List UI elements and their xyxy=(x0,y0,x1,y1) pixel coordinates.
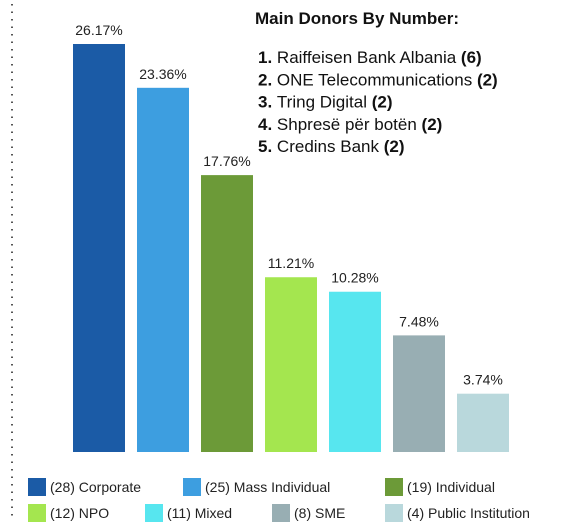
donor-name: Credins Bank xyxy=(277,137,380,156)
donor-item: 3. Tring Digital (2) xyxy=(258,93,393,112)
annotation-title: Main Donors By Number: xyxy=(255,9,459,28)
bar xyxy=(393,335,445,452)
donor-count: (2) xyxy=(384,137,405,156)
bar xyxy=(201,175,253,452)
legend-swatch xyxy=(28,478,46,496)
value-label: 3.74% xyxy=(463,372,503,388)
legend-label: (28) Corporate xyxy=(50,479,141,495)
donor-name: Raiffeisen Bank Albania xyxy=(277,48,457,67)
donor-rank: 2. xyxy=(258,70,272,89)
donor-rank: 5. xyxy=(258,137,272,156)
donor-count: (6) xyxy=(461,48,482,67)
bar xyxy=(329,291,381,452)
donor-name: ONE Telecommunications xyxy=(277,70,472,89)
value-label: 23.36% xyxy=(139,66,186,82)
bar xyxy=(137,87,189,452)
donor-rank: 3. xyxy=(258,93,272,112)
value-label: 11.21% xyxy=(268,255,314,271)
legend-swatch xyxy=(272,504,290,522)
donor-item: 1. Raiffeisen Bank Albania (6) xyxy=(258,48,482,67)
donor-count: (2) xyxy=(372,93,393,112)
bar xyxy=(73,44,125,452)
donor-item: 5. Credins Bank (2) xyxy=(258,137,405,156)
bar xyxy=(265,277,317,452)
donor-item: 2. ONE Telecommunications (2) xyxy=(258,70,498,89)
value-label: 10.28% xyxy=(331,270,378,286)
value-label: 7.48% xyxy=(399,313,439,329)
legend-label: (4) Public Institution xyxy=(407,505,530,521)
legend-label: (12) NPO xyxy=(50,505,109,521)
legend-swatch xyxy=(385,504,403,522)
donor-item: 4. Shpresë për botën (2) xyxy=(258,115,442,134)
value-label: 26.17% xyxy=(75,22,122,38)
bar xyxy=(457,393,509,452)
legend-label: (11) Mixed xyxy=(167,505,232,521)
legend-swatch xyxy=(145,504,163,522)
legend-swatch xyxy=(183,478,201,496)
legend-label: (8) SME xyxy=(294,505,345,521)
value-label: 17.76% xyxy=(203,153,250,169)
legend-label: (25) Mass Individual xyxy=(205,479,330,495)
donor-rank: 1. xyxy=(258,48,272,67)
donor-rank: 4. xyxy=(258,115,272,134)
donor-name: Shpresë për botën xyxy=(277,115,417,134)
donor-name: Tring Digital xyxy=(277,93,367,112)
legend-label: (19) Individual xyxy=(407,479,495,495)
legend-swatch xyxy=(385,478,403,496)
donor-count: (2) xyxy=(477,70,498,89)
legend-swatch xyxy=(28,504,46,522)
donor-count: (2) xyxy=(422,115,443,134)
